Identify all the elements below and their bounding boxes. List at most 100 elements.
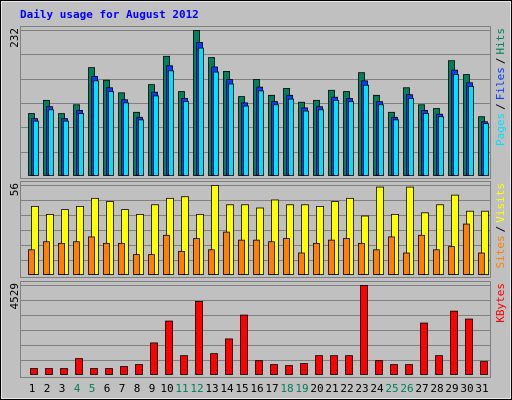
bar xyxy=(405,364,413,375)
y-tick-label: 232 xyxy=(8,28,21,48)
bar xyxy=(63,120,69,176)
bar xyxy=(465,318,473,375)
bar xyxy=(106,201,114,275)
bar xyxy=(240,314,248,375)
legend-entry: Pages xyxy=(494,113,507,146)
x-tick-label: 13 xyxy=(205,382,218,395)
bar xyxy=(315,355,323,375)
bar xyxy=(483,123,489,176)
bar xyxy=(253,239,260,275)
legend-entry: Sites xyxy=(494,235,507,268)
bar xyxy=(33,120,39,176)
bar xyxy=(418,234,425,275)
bar xyxy=(375,360,383,375)
x-tick-label: 28 xyxy=(430,382,443,395)
bar xyxy=(181,196,189,275)
bar xyxy=(168,70,174,176)
bar xyxy=(88,236,95,275)
bar xyxy=(121,209,129,275)
bar xyxy=(453,74,459,176)
bar xyxy=(420,322,428,375)
bar xyxy=(61,209,69,275)
bar xyxy=(136,214,144,275)
bar xyxy=(210,353,218,375)
bar xyxy=(436,204,444,275)
bar xyxy=(148,254,155,275)
bar xyxy=(178,250,185,275)
legend-separator: / xyxy=(494,103,507,110)
bar xyxy=(193,238,200,275)
x-tick-label: 9 xyxy=(149,382,156,395)
bar xyxy=(331,201,339,275)
x-tick-label: 4 xyxy=(74,382,81,395)
bar xyxy=(223,231,230,275)
bar xyxy=(348,101,354,176)
x-tick-label: 30 xyxy=(460,382,473,395)
bar xyxy=(75,358,83,375)
bar xyxy=(438,116,444,176)
bar xyxy=(333,99,339,176)
x-tick-label: 2 xyxy=(44,382,51,395)
bar xyxy=(403,252,410,275)
bar xyxy=(135,364,143,375)
x-tick-label: 27 xyxy=(415,382,428,395)
bar xyxy=(393,119,399,176)
bar xyxy=(343,238,350,275)
bar xyxy=(241,204,249,275)
bar xyxy=(105,368,113,375)
bar xyxy=(480,361,488,375)
x-tick-label: 6 xyxy=(104,382,111,395)
bar xyxy=(58,242,65,275)
x-tick-label: 8 xyxy=(134,382,141,395)
bar xyxy=(150,342,158,375)
legend-entry: Visits xyxy=(494,183,507,223)
bar xyxy=(313,242,320,275)
x-tick-label: 18 xyxy=(280,382,293,395)
bar xyxy=(43,241,50,275)
bar xyxy=(108,91,114,176)
bar xyxy=(208,249,215,275)
bar xyxy=(273,104,279,176)
x-tick-label: 23 xyxy=(355,382,368,395)
bar xyxy=(478,252,485,275)
x-tick-label: 29 xyxy=(445,382,458,395)
bar xyxy=(268,241,275,275)
y-tick-label: 56 xyxy=(8,183,21,196)
bar xyxy=(138,119,144,176)
x-tick-label: 21 xyxy=(325,382,338,395)
bar xyxy=(316,205,324,275)
bar xyxy=(153,95,159,176)
bar xyxy=(255,360,263,375)
legend-separator: / xyxy=(494,58,507,65)
bar xyxy=(195,300,203,375)
bar xyxy=(163,234,170,275)
bar xyxy=(450,310,458,375)
bar xyxy=(270,364,278,375)
bar xyxy=(288,98,294,176)
x-tick-label: 15 xyxy=(235,382,248,395)
x-tick-label: 5 xyxy=(89,382,96,395)
x-tick-label: 26 xyxy=(400,382,413,395)
bar xyxy=(93,80,99,176)
bar xyxy=(328,239,335,275)
bar xyxy=(78,113,84,176)
legend-entry: KBytes xyxy=(494,283,507,323)
bar xyxy=(318,109,324,176)
bar xyxy=(360,285,368,375)
bar xyxy=(183,101,189,176)
bar xyxy=(48,109,54,176)
bar xyxy=(225,338,233,375)
bar xyxy=(213,71,219,176)
bar xyxy=(408,98,414,176)
legend: Pages / Files / Hits xyxy=(494,28,507,146)
legend-entry: Files xyxy=(494,67,507,100)
bar xyxy=(301,204,309,275)
bar xyxy=(30,368,38,375)
bar xyxy=(285,365,293,375)
bar xyxy=(448,246,455,275)
bar xyxy=(151,204,159,275)
bar xyxy=(45,368,53,375)
x-tick-label: 1 xyxy=(29,382,36,395)
